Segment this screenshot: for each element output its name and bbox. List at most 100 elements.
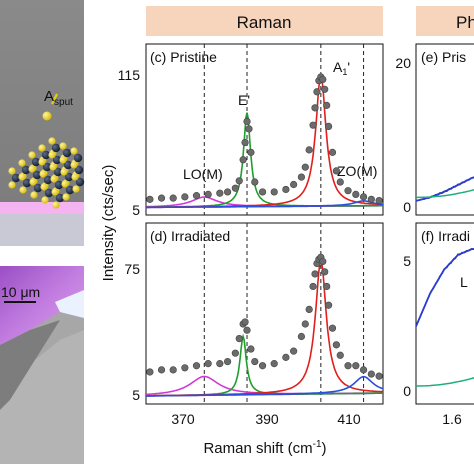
data-point: [157, 194, 166, 202]
molybdenum-atom: [11, 173, 21, 183]
data-point: [305, 146, 313, 154]
molybdenum-atom: [75, 177, 85, 187]
sulfur-atom: [38, 158, 46, 166]
raman-panel-d: (d) Irradiated 75 5: [124, 222, 384, 405]
data-point: [321, 268, 329, 276]
zo-peak-fit: [146, 375, 384, 397]
panel-c-plot: [146, 72, 384, 209]
flake-purple-region: [0, 266, 84, 345]
data-point: [146, 195, 154, 203]
data-point: [204, 190, 212, 198]
data-point: [359, 193, 368, 201]
pl-data-trace: [415, 248, 474, 327]
sulfur-atom: [48, 151, 56, 159]
data-point: [313, 88, 321, 96]
sulfur-atom: [28, 165, 36, 173]
mos2-lattice: [8, 137, 85, 209]
data-point: [169, 366, 177, 374]
raman-header-title: Raman: [237, 13, 292, 32]
data-point: [251, 178, 259, 186]
pl-panel-e: (e) Pris 20 0: [395, 43, 474, 216]
raman-header-box: [146, 6, 383, 36]
flake-gray-layer: [0, 330, 84, 464]
data-point: [297, 173, 306, 181]
molybdenum-atom: [73, 153, 83, 163]
data-point: [352, 362, 360, 370]
peak-a1-label: A1': [333, 59, 350, 77]
data-point: [367, 195, 375, 203]
data-point: [216, 189, 224, 197]
data-point: [332, 341, 340, 349]
panel-d-ytick-top: 75: [124, 261, 140, 277]
data-point: [332, 167, 340, 175]
data-point: [290, 347, 298, 355]
sulfur-atom: [62, 193, 70, 201]
sulfur-atom: [38, 144, 46, 152]
panel-c-ytick-bottom: 5: [132, 202, 140, 218]
data-point: [235, 335, 243, 343]
sulfur-atom: [29, 178, 37, 186]
pl-xtick-1.6: 1.6: [442, 411, 462, 427]
panel-e-ytick-top: 20: [395, 55, 411, 71]
sulfur-atom: [60, 168, 68, 176]
data-point: [270, 360, 278, 368]
panel-e-ytick-bottom: 0: [403, 199, 411, 215]
data-point: [344, 187, 352, 195]
molybdenum-atom: [53, 167, 63, 177]
data-point: [181, 364, 189, 372]
data-point: [321, 85, 329, 93]
molybdenum-atom: [54, 180, 64, 190]
sputter-trail: [51, 93, 58, 105]
panel-d-ytick-bottom: 5: [132, 387, 140, 403]
data-point: [325, 122, 333, 130]
xtick-370: 370: [171, 411, 195, 427]
data-point: [309, 121, 317, 129]
raman-xlabel: Raman shift (cm-1): [203, 439, 326, 457]
sulfur-atom: [59, 142, 67, 150]
flake-bright-edge: [55, 290, 84, 318]
pl-component-line: [416, 189, 474, 199]
sulfur-atom: [71, 173, 79, 181]
panel-f-ytick-top: 5: [403, 253, 411, 269]
sulfur-atom: [40, 183, 48, 191]
panel-d-label: (d) Irradiated: [150, 228, 230, 244]
a-sput-label: Asput: [44, 88, 73, 108]
molybdenum-atom: [31, 157, 41, 167]
sputtered-atom: Asput: [42, 88, 73, 121]
data-point: [336, 178, 344, 186]
data-point: [305, 305, 313, 314]
data-point: [311, 104, 319, 112]
a1-peak-fit: [146, 257, 384, 397]
data-point: [231, 349, 239, 357]
sulfur-atom: [19, 186, 27, 194]
data-point: [325, 301, 333, 309]
data-point: [247, 345, 255, 353]
data-point: [375, 372, 383, 380]
data-point: [367, 370, 375, 378]
sulfur-atom: [18, 159, 26, 167]
data-point: [328, 148, 337, 156]
data-point: [192, 192, 201, 200]
molybdenum-atom: [22, 178, 32, 188]
data-point: [258, 362, 267, 370]
xtick-410: 410: [337, 411, 361, 427]
data-point: [157, 366, 166, 374]
data-point: [243, 117, 251, 126]
data-point: [235, 177, 243, 185]
raman-x-axis: 370 390 410 Raman shift (cm-1): [171, 411, 361, 457]
flake-dark-region: [0, 320, 60, 410]
molybdenum-atom: [55, 193, 65, 203]
molybdenum-atom: [62, 148, 72, 158]
data-point: [243, 326, 251, 334]
molybdenum-atom: [63, 160, 73, 170]
sulfur-atom: [61, 180, 69, 188]
sulfur-atom: [52, 201, 60, 209]
sulfur-atom: [8, 181, 16, 189]
molybdenum-atom: [44, 188, 54, 198]
sulfur-atom: [18, 173, 26, 181]
sulfur-atom: [8, 167, 16, 175]
pl-peak-l-label: L: [460, 274, 468, 290]
panel-d-plot: [145, 253, 384, 397]
molybdenum-atom: [51, 143, 61, 153]
panel-c-label: (c) Pristine: [150, 49, 217, 65]
